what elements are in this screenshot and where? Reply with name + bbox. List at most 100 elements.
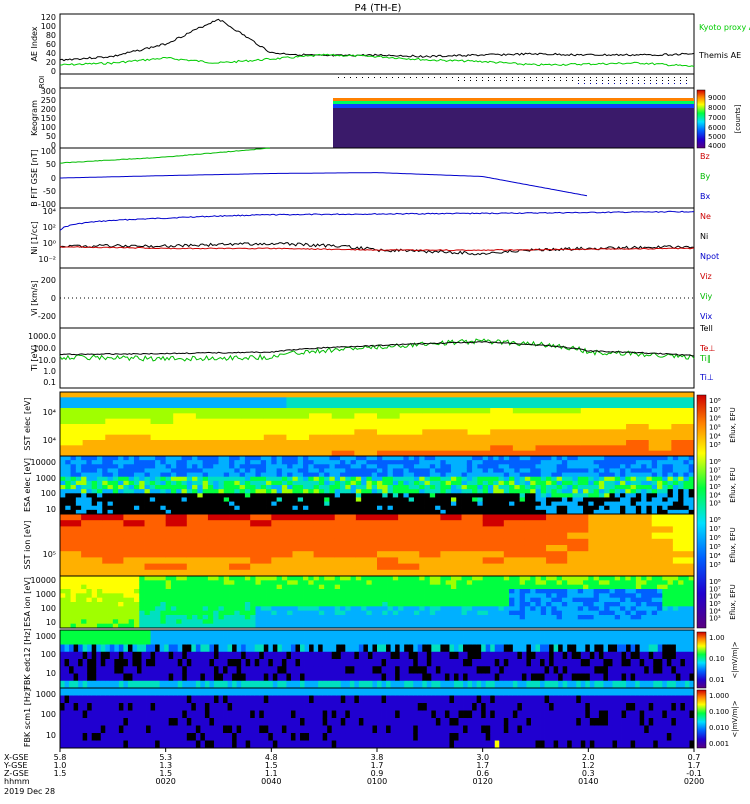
spectrogram-cell bbox=[292, 551, 314, 558]
spectrogram-cell bbox=[541, 477, 547, 482]
spectrogram-cell bbox=[536, 502, 542, 507]
spectrogram-cell bbox=[65, 589, 71, 594]
spectrogram-cell bbox=[255, 652, 260, 660]
ti-perp-legend: Ti⊥ bbox=[699, 373, 714, 382]
spectrogram-cell bbox=[277, 485, 283, 490]
spectrogram-cell bbox=[192, 593, 198, 598]
spectrogram-cell bbox=[419, 514, 441, 521]
spectrogram-cell bbox=[403, 598, 409, 603]
spectrogram-cell bbox=[78, 674, 83, 682]
spectrogram-cell bbox=[551, 502, 557, 507]
spectrogram-cell bbox=[171, 615, 177, 620]
spectrogram-cell bbox=[446, 464, 452, 469]
spectrogram-cell bbox=[386, 681, 391, 689]
spectrogram-cell bbox=[118, 602, 124, 607]
spectrogram-cell bbox=[472, 477, 478, 482]
spectrogram-cell bbox=[113, 619, 119, 624]
spectrogram-cell bbox=[673, 615, 679, 620]
spectrogram-cell bbox=[219, 637, 224, 645]
spectrogram-cell bbox=[223, 659, 228, 667]
spectrogram-cell bbox=[324, 485, 330, 490]
spectrogram-cell bbox=[282, 585, 288, 590]
spectrogram-cell bbox=[150, 473, 156, 478]
spectrogram-cell bbox=[525, 545, 547, 552]
spectrogram-cell bbox=[113, 473, 119, 478]
spectrogram-cell bbox=[504, 637, 509, 645]
spectrogram-cell bbox=[223, 666, 228, 674]
spectrogram-cell bbox=[271, 551, 293, 558]
spectrogram-cell bbox=[361, 464, 367, 469]
spectrogram-cell bbox=[366, 502, 372, 507]
density-ylabel: Ni [1/cc] bbox=[30, 221, 39, 255]
spectrogram-cell bbox=[192, 473, 198, 478]
spectrogram-cell bbox=[250, 598, 256, 603]
spectrogram-cell bbox=[483, 611, 489, 616]
spectrogram-cell bbox=[513, 674, 518, 682]
spectrogram-cell bbox=[514, 502, 520, 507]
spectrogram-cell bbox=[60, 526, 82, 533]
spectrogram-cell bbox=[454, 659, 459, 667]
spectrogram-cell bbox=[160, 493, 166, 498]
spectrogram-cell bbox=[636, 615, 642, 620]
spectrogram-cell bbox=[203, 497, 209, 502]
spectrogram-cell bbox=[603, 652, 608, 660]
spectrogram-cell bbox=[229, 593, 235, 598]
spectrogram-cell bbox=[504, 570, 526, 577]
spectrogram-cell bbox=[197, 585, 203, 590]
spectrogram-cell bbox=[604, 593, 610, 598]
spectrogram-cell bbox=[514, 576, 520, 581]
spectrogram-cell bbox=[182, 502, 188, 507]
spectrogram-cell bbox=[192, 615, 198, 620]
spectrogram-cell bbox=[490, 403, 513, 409]
spectrogram-cell bbox=[86, 615, 92, 620]
spectrogram-cell bbox=[400, 666, 405, 674]
spectrogram-cell bbox=[567, 593, 573, 598]
spectrogram-cell bbox=[530, 506, 536, 511]
spectrogram-cell bbox=[340, 506, 346, 511]
spectrogram-cell bbox=[599, 493, 605, 498]
spectrogram-cell bbox=[219, 652, 224, 660]
spectrogram-cell bbox=[388, 602, 394, 607]
spectrogram-cell bbox=[419, 477, 425, 482]
spectrogram-cell bbox=[493, 611, 499, 616]
spectrogram-cell bbox=[327, 666, 332, 674]
spectrogram-cell bbox=[468, 652, 473, 660]
spectrogram-cell bbox=[520, 598, 526, 603]
roi-dot bbox=[626, 83, 627, 84]
spectrogram-cell bbox=[422, 666, 427, 674]
spectrogram-cell bbox=[264, 666, 269, 674]
spectrogram-cell bbox=[208, 570, 230, 577]
spectrogram-cell bbox=[525, 619, 531, 624]
spectrogram-cell bbox=[245, 502, 251, 507]
spectrogram-cell bbox=[372, 593, 378, 598]
spectrogram-cell bbox=[318, 637, 323, 645]
spectrogram-cell bbox=[69, 645, 74, 653]
spectrogram-cell bbox=[229, 606, 235, 611]
spectrogram-cell bbox=[594, 666, 599, 674]
spectrogram-cell bbox=[78, 652, 83, 660]
spectrogram-cell bbox=[386, 659, 391, 667]
spectrogram-cell bbox=[366, 589, 372, 594]
spectrogram-cell bbox=[97, 489, 103, 494]
spectrogram-cell bbox=[652, 606, 658, 611]
spectrogram-cell bbox=[440, 611, 446, 616]
spectrogram-cell bbox=[504, 460, 510, 465]
spectrogram-cell bbox=[173, 674, 178, 682]
spectrogram-cell bbox=[541, 489, 547, 494]
spectrogram-cell bbox=[525, 473, 531, 478]
spectrogram-cell bbox=[504, 602, 510, 607]
spectrogram-cell bbox=[240, 502, 246, 507]
spectrogram-cell bbox=[562, 615, 568, 620]
spectrogram-cell bbox=[400, 652, 405, 660]
spectrogram-cell bbox=[671, 392, 694, 398]
spectrogram-cell bbox=[612, 666, 617, 674]
spectrogram-cell bbox=[118, 497, 124, 502]
spectrogram-cell bbox=[488, 489, 494, 494]
spectrogram-cell bbox=[356, 464, 362, 469]
spectrogram-cell bbox=[626, 666, 631, 674]
spectrogram-cell bbox=[182, 589, 188, 594]
spectrogram-cell bbox=[208, 598, 214, 603]
spectrogram-cell bbox=[617, 645, 622, 653]
spectrogram-cell bbox=[308, 506, 314, 511]
spectrogram-cell bbox=[398, 481, 404, 486]
